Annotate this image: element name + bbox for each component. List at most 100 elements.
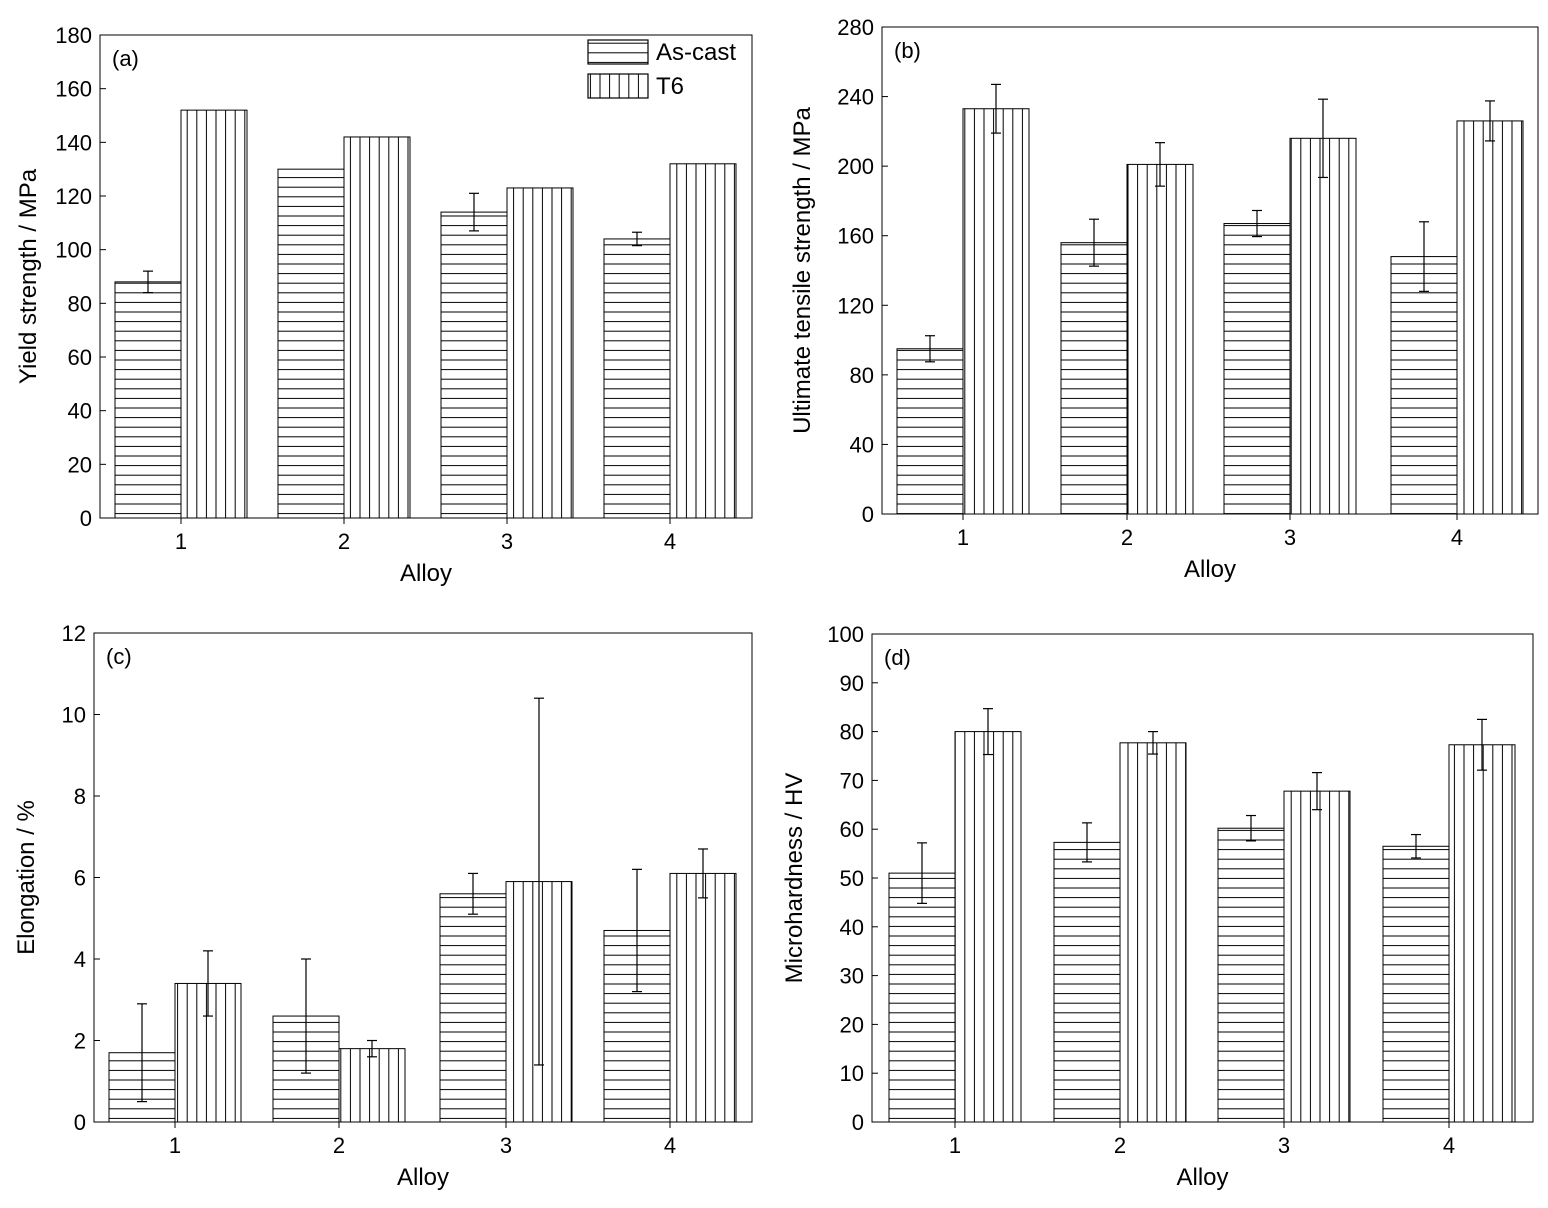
bar-as-cast-alloy-3 xyxy=(439,893,507,1123)
x-tick-label: 4 xyxy=(1451,525,1463,550)
x-axis-label: Alloy xyxy=(1176,1164,1228,1191)
bar-t6-alloy-1 xyxy=(180,109,248,519)
bar-t6-alloy-1 xyxy=(962,108,1030,515)
x-tick-label: 2 xyxy=(1121,525,1133,550)
bar-as-cast-alloy-3 xyxy=(1217,827,1285,1123)
x-tick-label: 4 xyxy=(664,529,676,554)
x-tick-label: 1 xyxy=(169,1133,181,1158)
bar-t6-alloy-4 xyxy=(1448,744,1516,1123)
x-tick-label: 3 xyxy=(500,1133,512,1158)
chart-panel-1: 0 20 40 60 80 100 120 140 160 180 1 2 3 4 Alloy Yield s… xyxy=(15,23,753,587)
y-tick-label: 20 xyxy=(840,1012,864,1037)
y-tick-label: 20 xyxy=(68,452,92,477)
bar-as-cast-alloy-2 xyxy=(277,168,345,519)
panel-label: (d) xyxy=(884,645,911,670)
y-tick-label: 12 xyxy=(62,621,86,646)
y-tick-label: 10 xyxy=(840,1061,864,1086)
error-bar xyxy=(469,192,479,232)
y-axis-label: Yield strength / MPa xyxy=(15,168,42,384)
plot-frame xyxy=(881,26,1539,515)
y-tick-label: 40 xyxy=(68,399,92,424)
y-tick-label: 200 xyxy=(837,154,874,179)
x-tick-label: 1 xyxy=(175,529,187,554)
y-tick-label: 8 xyxy=(74,784,86,809)
error-bar xyxy=(1089,218,1099,267)
bar-t6-alloy-2 xyxy=(343,136,411,519)
panel-label: (a) xyxy=(112,46,139,71)
y-tick-label: 180 xyxy=(55,23,92,48)
error-bar xyxy=(1477,718,1487,771)
y-tick-label: 40 xyxy=(850,432,874,457)
bar-t6-alloy-1 xyxy=(954,731,1022,1123)
y-tick-label: 90 xyxy=(840,671,864,696)
x-axis-label: Alloy xyxy=(1184,556,1236,583)
bar-t6-alloy-4 xyxy=(1456,120,1524,515)
bar-as-cast-alloy-4 xyxy=(1390,256,1458,515)
y-tick-label: 140 xyxy=(55,130,92,155)
error-bar xyxy=(1419,221,1429,292)
y-tick-label: 160 xyxy=(55,77,92,102)
bar-as-cast-alloy-1 xyxy=(896,348,964,515)
error-bar xyxy=(1148,730,1158,755)
error-bar xyxy=(632,868,642,993)
panel-label: (b) xyxy=(894,38,921,63)
bar-as-cast-alloy-2 xyxy=(1060,242,1128,515)
legend-swatch xyxy=(587,39,649,65)
bar-as-cast-alloy-3 xyxy=(1223,223,1291,515)
bar-as-cast-alloy-2 xyxy=(1053,841,1121,1123)
legend-item-as-cast: As-cast xyxy=(587,39,736,66)
y-tick-label: 4 xyxy=(74,947,86,972)
y-axis-label: Ultimate tensile strength / MPa xyxy=(789,106,816,433)
x-tick-label: 3 xyxy=(501,529,513,554)
bar-as-cast-alloy-1 xyxy=(114,281,182,519)
error-bar xyxy=(203,950,213,1017)
x-tick-label: 2 xyxy=(1114,1133,1126,1158)
legend-swatch xyxy=(587,73,649,99)
error-bar xyxy=(1252,209,1262,238)
y-tick-label: 30 xyxy=(840,964,864,989)
y-tick-label: 120 xyxy=(837,293,874,318)
y-tick-label: 0 xyxy=(80,506,92,531)
plot-frame xyxy=(99,34,753,519)
bar-t6-alloy-3 xyxy=(1289,137,1357,515)
y-tick-label: 80 xyxy=(68,291,92,316)
legend-item-t6: T6 xyxy=(587,73,684,100)
error-bar xyxy=(698,848,708,899)
y-tick-label: 100 xyxy=(55,238,92,263)
error-bar xyxy=(143,270,153,294)
error-bar xyxy=(917,842,927,904)
y-tick-label: 240 xyxy=(837,85,874,110)
x-tick-label: 2 xyxy=(338,529,350,554)
x-tick-label: 4 xyxy=(664,1133,676,1158)
error-bar xyxy=(534,697,544,1066)
error-bar xyxy=(367,1039,377,1058)
bar-as-cast-alloy-1 xyxy=(888,872,956,1123)
legend: As-cast T6 xyxy=(587,39,736,100)
y-axis-label: Elongation / % xyxy=(13,800,40,955)
x-tick-label: 3 xyxy=(1284,525,1296,550)
y-tick-label: 60 xyxy=(840,817,864,842)
error-bar xyxy=(1082,822,1092,863)
bar-as-cast-alloy-4 xyxy=(603,238,671,519)
y-tick-label: 60 xyxy=(68,345,92,370)
y-tick-label: 100 xyxy=(827,622,864,647)
bar-t6-alloy-2 xyxy=(1119,742,1187,1123)
y-tick-label: 0 xyxy=(852,1110,864,1135)
y-tick-label: 120 xyxy=(55,184,92,209)
y-tick-label: 2 xyxy=(74,1029,86,1054)
y-tick-label: 50 xyxy=(840,866,864,891)
y-tick-label: 80 xyxy=(850,363,874,388)
x-tick-label: 2 xyxy=(333,1133,345,1158)
bar-as-cast-alloy-3 xyxy=(440,211,508,519)
chart-panel-2: 0 40 80 120 160 200 240 280 1 2 3 4 Alloy Ultimate te… xyxy=(789,15,1539,583)
y-tick-label: 0 xyxy=(862,502,874,527)
x-axis-label: Alloy xyxy=(397,1164,449,1191)
bar-t6-alloy-4 xyxy=(669,163,737,519)
error-bar xyxy=(301,958,311,1074)
error-bar xyxy=(983,708,993,756)
bar-t6-alloy-3 xyxy=(506,187,574,519)
error-bar xyxy=(1312,771,1322,811)
